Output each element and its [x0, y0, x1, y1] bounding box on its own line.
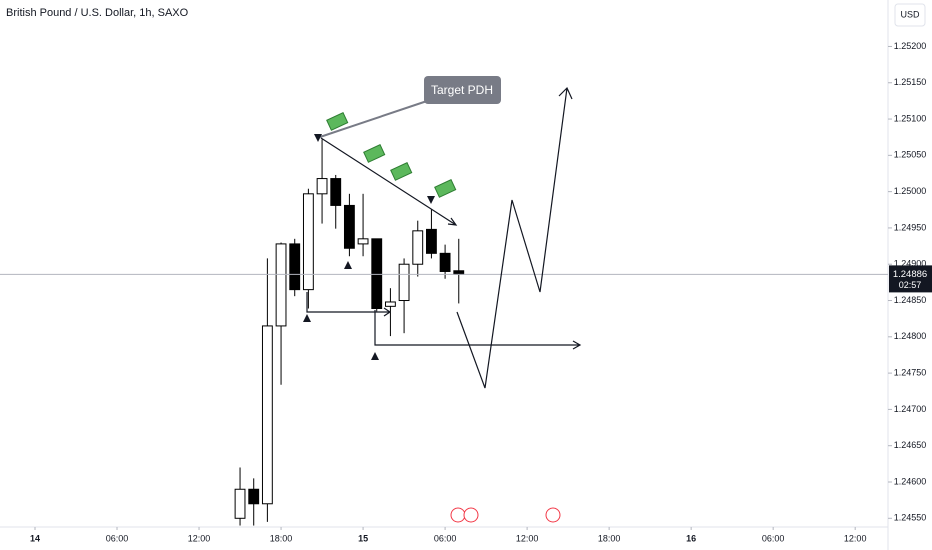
candle-body [234, 488, 246, 519]
y-tick-label: 1.24650 [894, 440, 927, 450]
marker [344, 261, 352, 269]
candle-body [330, 178, 342, 206]
y-tick-label: 1.24950 [894, 222, 927, 232]
y-tick-label: 1.25200 [894, 41, 927, 51]
level-arrow [374, 310, 582, 350]
money-icon [434, 179, 457, 198]
x-tick-label: 06:00 [762, 533, 785, 543]
marker [303, 314, 311, 322]
y-tick-label: 1.24900 [894, 259, 927, 269]
candle-body [316, 178, 328, 195]
event-icon[interactable] [450, 507, 466, 523]
currency-label: USD [900, 9, 920, 19]
countdown: 02:57 [899, 280, 922, 290]
projection-path [456, 86, 573, 389]
x-tick-label: 06:00 [106, 533, 129, 543]
x-tick-label: 12:00 [188, 533, 211, 543]
marker [427, 196, 435, 204]
marker [314, 134, 322, 142]
y-tick-label: 1.25050 [894, 150, 927, 160]
candle-body [289, 243, 301, 291]
callout-text: Target PDH [431, 83, 493, 97]
y-tick-label: 1.25100 [894, 113, 927, 123]
callout-pointer [319, 99, 431, 138]
candle-body [398, 263, 410, 302]
y-tick-label: 1.25000 [894, 186, 927, 196]
event-icon[interactable] [463, 507, 479, 523]
event-icon[interactable] [545, 507, 561, 523]
candle-body [439, 252, 451, 272]
last-price-label: 1.24886 [893, 269, 927, 280]
x-tick-label: 16 [686, 533, 696, 543]
level-arrow [306, 292, 392, 317]
money-icon [326, 112, 349, 131]
candle-body [248, 488, 260, 505]
x-tick-label: 12:00 [844, 533, 867, 543]
callout-box [424, 76, 501, 104]
y-tick-label: 1.24550 [894, 513, 927, 523]
marker [371, 352, 379, 360]
x-tick-label: 14 [30, 533, 40, 543]
money-icon [390, 162, 413, 181]
y-tick-label: 1.24750 [894, 367, 927, 377]
y-tick-label: 1.24600 [894, 476, 927, 486]
trend-arrow [320, 137, 458, 226]
money-icon [363, 144, 386, 163]
y-tick-label: 1.24700 [894, 404, 927, 414]
x-tick-label: 18:00 [598, 533, 621, 543]
candle-body [412, 230, 424, 265]
x-tick-label: 06:00 [434, 533, 457, 543]
candle-body [302, 193, 314, 291]
y-tick-label: 1.24800 [894, 331, 927, 341]
candle-body [275, 243, 287, 327]
last-price-box [889, 265, 932, 293]
candle-body [343, 204, 355, 249]
y-tick-label: 1.25150 [894, 77, 927, 87]
x-tick-label: 15 [358, 533, 368, 543]
candle-body [426, 228, 437, 254]
candle-body [453, 270, 465, 275]
candle-body [261, 325, 273, 505]
candle-body [371, 238, 383, 310]
x-tick-label: 18:00 [270, 533, 293, 543]
chart-title: British Pound / U.S. Dollar, 1h, SAXO [6, 7, 189, 19]
candle-body [384, 301, 396, 307]
drawings: Target PDH [303, 76, 582, 523]
currency-button[interactable] [894, 3, 926, 27]
candle-body [357, 238, 369, 245]
y-tick-label: 1.24850 [894, 295, 927, 305]
x-tick-label: 12:00 [516, 533, 539, 543]
